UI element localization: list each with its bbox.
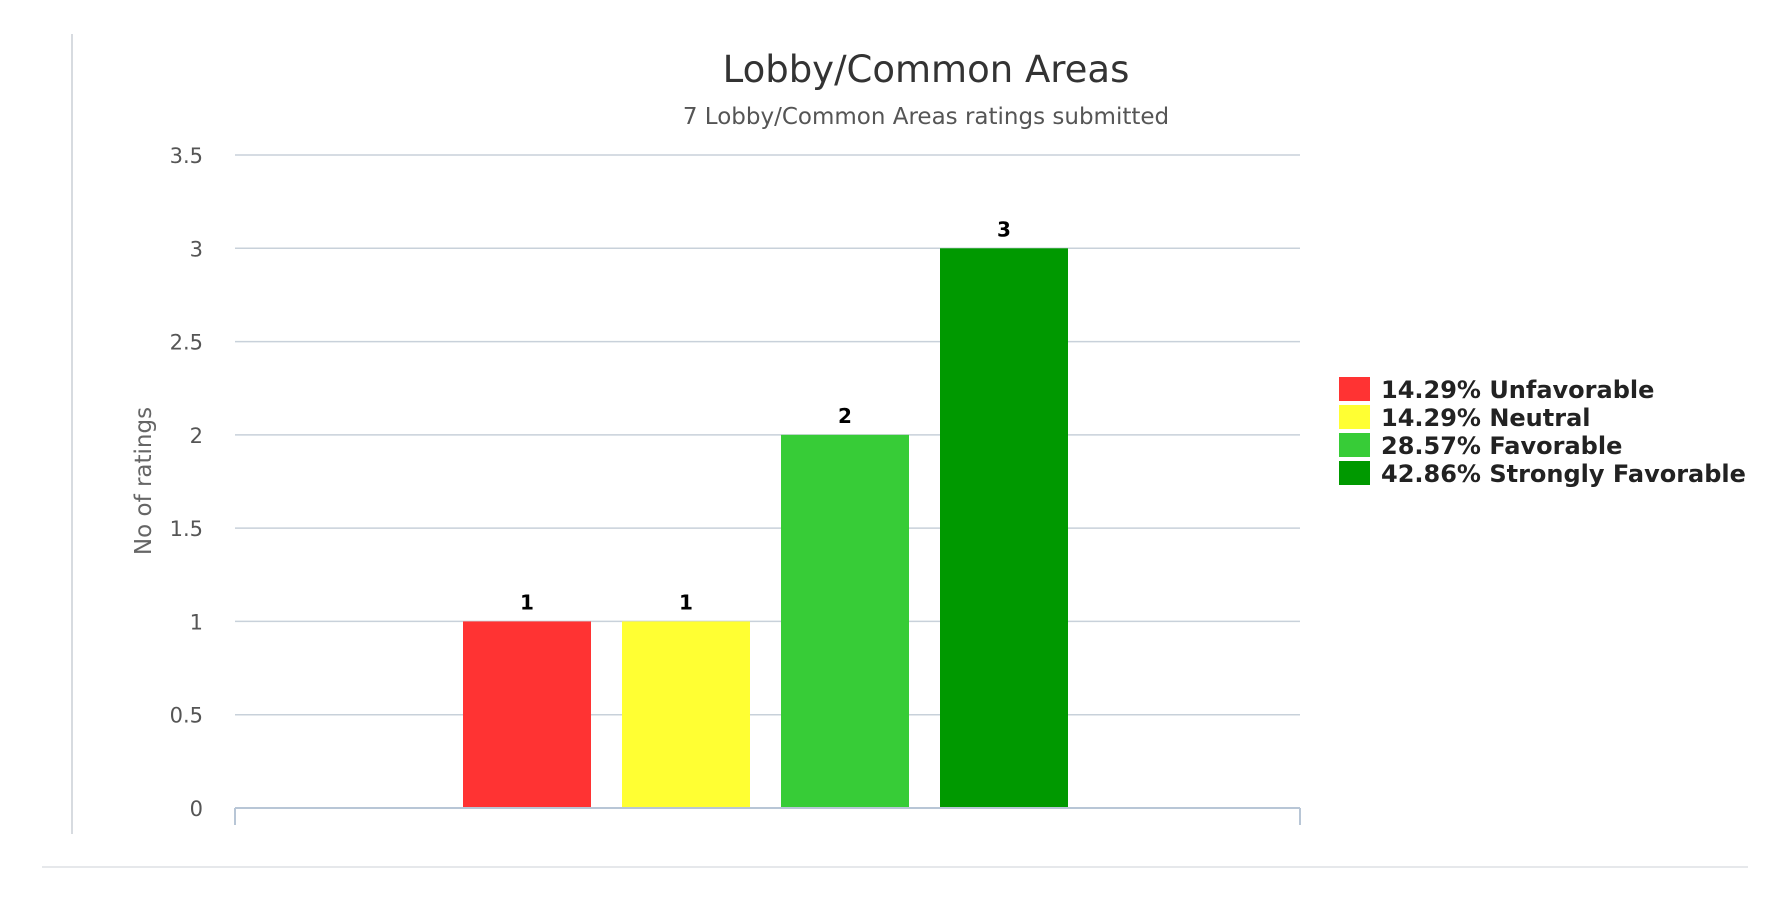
legend-swatch	[1339, 377, 1370, 401]
y-tick-label: 2.5	[170, 331, 203, 355]
gridlines	[235, 154, 1300, 716]
legend-item-label[interactable]: 14.29% Neutral	[1381, 404, 1591, 432]
data-labels: 1 1 2 3	[520, 217, 1011, 614]
chart-subtitle: 7 Lobby/Common Areas ratings submitted	[683, 104, 1169, 130]
legend-item-label[interactable]: 42.86% Strongly Favorable	[1381, 460, 1746, 488]
legend-swatch	[1339, 433, 1370, 457]
bar	[781, 434, 909, 808]
bar	[622, 621, 750, 808]
bar	[463, 621, 591, 808]
data-label: 1	[679, 590, 693, 614]
legend-item-label[interactable]: 14.29% Unfavorable	[1381, 376, 1654, 404]
legend-swatch	[1339, 405, 1370, 429]
x-axis	[234, 807, 1301, 825]
y-tick-label: 3.5	[170, 144, 203, 168]
y-tick-label: 2	[190, 424, 203, 448]
bar	[940, 248, 1068, 809]
chart-title: Lobby/Common Areas	[723, 48, 1130, 91]
data-label: 3	[997, 217, 1011, 241]
legend-swatch	[1339, 461, 1370, 485]
panel-bottom-border	[42, 866, 1748, 868]
bars	[463, 248, 1068, 809]
data-label: 1	[520, 590, 534, 614]
data-label: 2	[838, 404, 852, 428]
y-axis-title: No of ratings	[131, 407, 157, 555]
y-axis-ticks: 0 0.5 1 1.5 2 2.5 3 3.5	[170, 144, 203, 821]
y-tick-label: 3	[190, 237, 203, 261]
y-tick-label: 0	[190, 797, 203, 821]
y-tick-label: 0.5	[170, 704, 203, 728]
legend-item-label[interactable]: 28.57% Favorable	[1381, 432, 1622, 460]
y-tick-label: 1	[190, 610, 203, 634]
y-tick-label: 1.5	[170, 517, 203, 541]
panel-left-border	[71, 34, 73, 834]
